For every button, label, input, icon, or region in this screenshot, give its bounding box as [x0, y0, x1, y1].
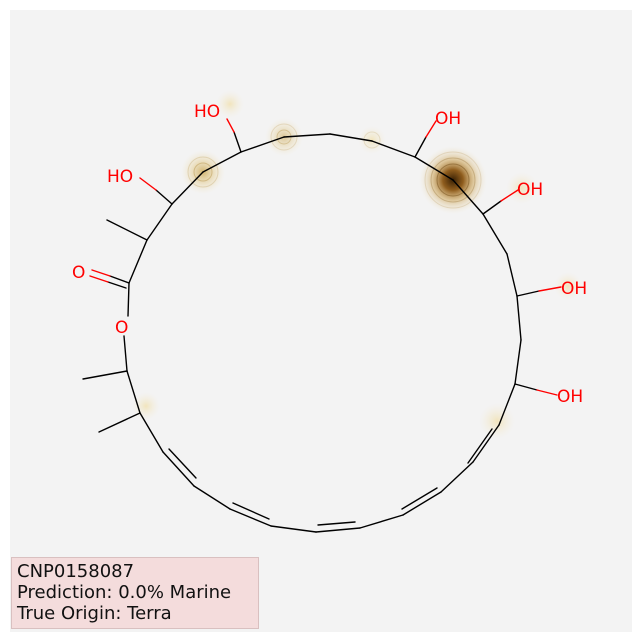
bond — [107, 281, 127, 289]
atom-label-ring-o: O — [115, 318, 128, 338]
heat-ring — [187, 156, 219, 188]
bond — [202, 151, 242, 173]
heat-ring — [193, 162, 213, 182]
atom-label-carbonyl-o: O — [72, 263, 85, 283]
bond — [482, 213, 508, 255]
atom-label-oh: OH — [435, 109, 461, 129]
bond — [82, 370, 128, 380]
bond — [270, 525, 317, 533]
substituent-bonds — [82, 118, 562, 433]
atom-label-oh: OH — [557, 387, 583, 407]
bond — [498, 383, 516, 426]
bond-double-inner — [467, 428, 493, 464]
bond — [139, 412, 164, 453]
heat-spot — [554, 272, 582, 300]
bond — [139, 177, 157, 191]
bond — [109, 275, 130, 284]
true-origin-text: True Origin: Terra — [17, 603, 172, 624]
bond-double-inner — [401, 487, 438, 510]
compound-id: CNP0158087 — [17, 561, 135, 582]
heat-spot — [132, 392, 160, 420]
bond — [425, 120, 437, 138]
atom-label-oh: OH — [561, 279, 587, 299]
bond — [536, 389, 558, 396]
prediction-info-box: CNP0158087 Prediction: 0.0% Marine True … — [11, 557, 259, 629]
bond — [89, 275, 109, 283]
atom-labels: HO HO OH OH OH OH O O — [72, 102, 587, 407]
bond-double-inner — [168, 448, 197, 479]
bond — [514, 383, 538, 391]
plot-background — [10, 10, 632, 632]
bond — [106, 219, 148, 241]
bond — [226, 118, 235, 133]
bond — [500, 189, 519, 202]
bond — [127, 282, 130, 317]
bond — [98, 412, 141, 433]
bond — [506, 253, 518, 297]
bond — [91, 269, 111, 277]
heat-ring — [270, 123, 298, 151]
heat-spot — [358, 126, 386, 154]
bond — [162, 451, 195, 487]
bond — [359, 514, 404, 529]
bond — [155, 189, 173, 205]
bond — [315, 527, 361, 533]
heat-spot — [506, 172, 538, 204]
bond — [229, 508, 272, 527]
heat-ring — [424, 151, 482, 209]
bond — [193, 485, 231, 510]
bond — [472, 424, 500, 463]
bond — [516, 295, 522, 341]
atom-label-ho: HO — [194, 102, 220, 122]
bond — [240, 136, 285, 153]
bond — [371, 140, 416, 158]
bond — [538, 286, 562, 292]
bond — [414, 136, 427, 158]
bond-double-inner — [232, 502, 270, 520]
bond — [482, 200, 502, 215]
atom-label-ho: HO — [107, 167, 133, 187]
atom-label-oh: OH — [517, 180, 543, 200]
bond — [516, 290, 540, 297]
bond — [414, 156, 454, 181]
bond-double-inner — [317, 521, 356, 526]
heat-spot — [479, 403, 515, 439]
heat-ring — [430, 157, 476, 203]
bond — [123, 335, 128, 372]
ring-bonds — [123, 133, 522, 533]
bond — [233, 131, 242, 153]
prediction-text: Prediction: 0.0% Marine — [17, 582, 232, 603]
bond — [329, 133, 373, 142]
bond — [514, 339, 522, 385]
bond — [283, 133, 331, 138]
bond — [440, 461, 474, 493]
heat-ring — [436, 163, 470, 197]
bond — [146, 203, 173, 241]
bond — [171, 171, 204, 205]
bond — [452, 179, 484, 215]
bond — [402, 491, 442, 516]
bond — [126, 370, 141, 414]
bond — [128, 239, 148, 284]
heat-spot — [216, 90, 244, 118]
